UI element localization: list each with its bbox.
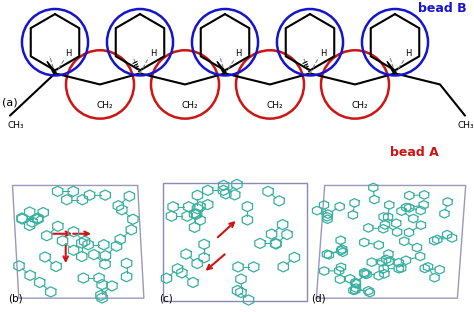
Polygon shape xyxy=(387,61,396,74)
Text: H: H xyxy=(65,49,72,58)
Text: CH₃: CH₃ xyxy=(8,121,25,130)
Text: (b): (b) xyxy=(8,294,22,304)
Text: CH₂: CH₂ xyxy=(97,101,113,110)
Text: H: H xyxy=(320,49,327,58)
Polygon shape xyxy=(47,61,56,74)
Text: CH₂: CH₂ xyxy=(267,101,283,110)
Text: bead A: bead A xyxy=(390,146,439,159)
Polygon shape xyxy=(217,61,226,74)
Text: H: H xyxy=(235,49,241,58)
Text: (c): (c) xyxy=(160,294,173,304)
Text: H: H xyxy=(405,49,411,58)
Text: bead B: bead B xyxy=(418,2,466,15)
Text: H: H xyxy=(150,49,156,58)
Text: CH₂: CH₂ xyxy=(182,101,198,110)
Text: CH₃: CH₃ xyxy=(458,121,474,130)
Text: (d): (d) xyxy=(311,294,326,304)
Text: (a): (a) xyxy=(2,98,18,108)
Text: CH₂: CH₂ xyxy=(352,101,368,110)
